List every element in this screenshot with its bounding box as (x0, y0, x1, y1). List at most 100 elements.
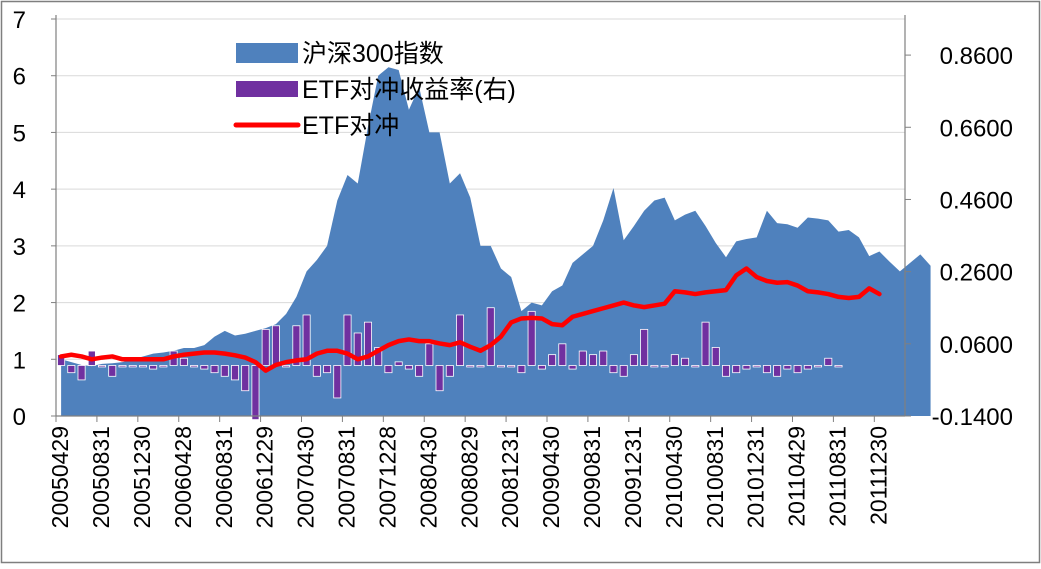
left-tick-label: 3 (13, 234, 26, 261)
bar (793, 365, 802, 374)
bar (241, 365, 250, 392)
x-tick-label: 20061229 (252, 426, 278, 528)
x-tick-label: 20090831 (579, 426, 605, 528)
bar (118, 365, 127, 368)
x-tick-label: 20101231 (743, 426, 769, 528)
x-tick-label: 20100831 (702, 426, 728, 528)
line-series-etf-hedge (58, 266, 882, 373)
right-tick-label: 0.6600 (940, 115, 1013, 142)
left-tick-label: 6 (13, 64, 26, 91)
bar (353, 332, 362, 366)
bar (589, 354, 598, 366)
bar (374, 347, 383, 366)
bar (814, 365, 823, 368)
bar (302, 314, 311, 366)
bar (537, 365, 546, 370)
bar (568, 365, 577, 370)
x-tick-label: 20071228 (374, 426, 400, 528)
bar (251, 365, 260, 421)
bar (67, 365, 76, 374)
bar (742, 365, 751, 370)
bar (435, 365, 444, 392)
x-tick-label: 20111230 (865, 426, 891, 525)
bar (343, 314, 352, 366)
bar (190, 365, 199, 368)
bar (292, 325, 301, 366)
bar (517, 365, 526, 374)
legend-swatch-bar (236, 81, 298, 97)
bar (824, 357, 833, 366)
line-series-layer (58, 266, 882, 373)
x-tick-label: 20100430 (661, 426, 687, 528)
bar (220, 365, 229, 377)
bar (425, 343, 434, 366)
bar (722, 365, 730, 377)
bar (762, 365, 771, 374)
bar (701, 321, 710, 366)
left-tick-label: 7 (13, 7, 26, 34)
bar (486, 307, 495, 366)
bar (681, 357, 690, 366)
left-tick-label: 4 (13, 177, 26, 204)
bar (773, 365, 782, 377)
bar (77, 365, 86, 381)
bar (803, 365, 812, 370)
axes (51, 15, 911, 422)
x-tick-label: 20070831 (334, 426, 360, 528)
x-tick-label: 20070430 (293, 426, 319, 528)
bar (619, 365, 628, 377)
legend-label: ETF对冲 (302, 112, 399, 140)
right-tick-label: 0.0600 (940, 332, 1013, 359)
bar (231, 365, 239, 381)
bar (159, 365, 168, 368)
legend-label: 沪深300指数 (302, 40, 444, 68)
bar (691, 365, 700, 368)
x-tick-label: 20091231 (620, 426, 646, 528)
bar (752, 365, 761, 368)
x-tick-label: 20080430 (415, 426, 441, 528)
bar (558, 343, 567, 366)
bar (650, 365, 659, 368)
bar (599, 350, 608, 366)
bar (527, 310, 536, 366)
x-tick-label: 20060428 (170, 426, 196, 528)
bar (108, 365, 117, 377)
x-tick-label: 20110429 (784, 426, 810, 527)
bar (261, 328, 270, 366)
bar (149, 365, 158, 370)
bar (670, 354, 679, 366)
x-tick-label: 20110831 (825, 426, 851, 527)
bar (323, 365, 332, 374)
x-tick-label: 20050429 (47, 426, 73, 528)
bar (445, 365, 454, 377)
bar (282, 365, 291, 368)
bar (660, 365, 669, 368)
bar (548, 354, 557, 366)
bar (384, 365, 393, 374)
right-tick-label: 0.8600 (940, 43, 1013, 70)
x-tick-label: 20050831 (88, 426, 114, 528)
legend: 沪深300指数 ETF对冲收益率(右) ETF对冲 (233, 40, 516, 140)
bar (363, 321, 372, 366)
left-tick-label: 1 (13, 347, 26, 374)
bar (507, 365, 516, 368)
left-tick-label: 5 (13, 120, 26, 147)
tick-labels: 0 1 2 3 4 5 6 7 -0.1400 0.0600 0.2600 0.4600 0.6600 0… (13, 7, 1013, 528)
bar (629, 354, 638, 366)
bar (138, 365, 147, 368)
bar (128, 365, 137, 368)
bar (640, 328, 649, 366)
bar (834, 365, 843, 368)
left-tick-label: 0 (13, 404, 26, 431)
bar (711, 347, 720, 366)
bar (578, 350, 587, 366)
right-tick-label: 0.4600 (940, 187, 1013, 214)
right-tick-label: -0.1400 (932, 404, 1013, 431)
x-tick-label: 20090430 (538, 426, 564, 528)
legend-swatch-area (236, 43, 298, 63)
bar (271, 325, 280, 366)
bar (404, 365, 413, 370)
bar (200, 365, 209, 370)
